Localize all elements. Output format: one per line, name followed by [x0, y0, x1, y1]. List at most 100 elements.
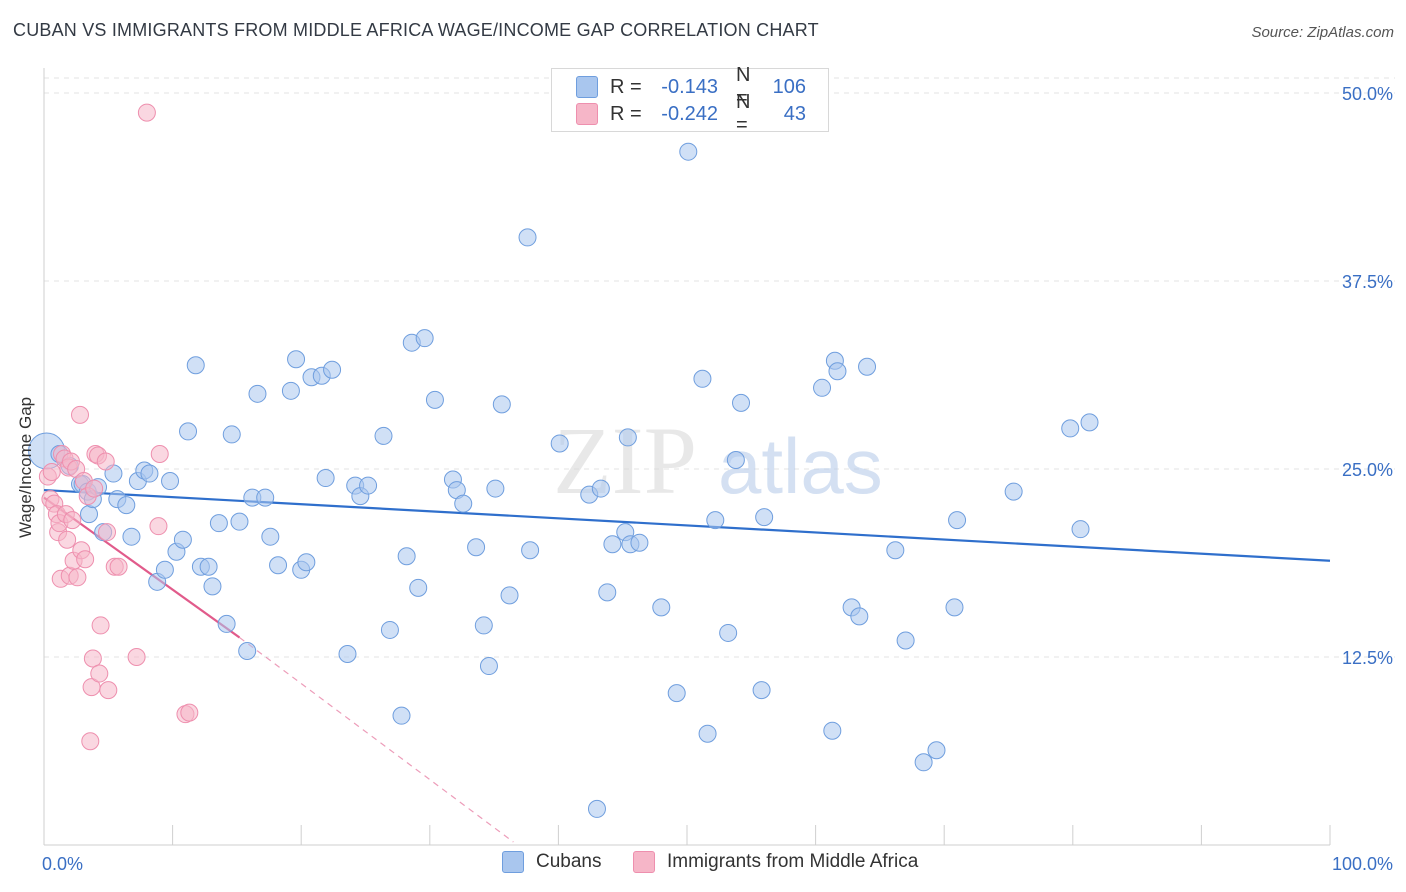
bottom-legend-cubans: Cubans: [502, 851, 602, 873]
point-middle-africa-32: [96, 452, 115, 471]
point-cubans-28: [217, 614, 236, 633]
y-axis-label: Wage/Income Gap: [16, 396, 35, 538]
point-cubans-21: [173, 530, 192, 549]
point-cubans-89: [813, 378, 832, 397]
point-cubans-23: [186, 356, 205, 375]
legend-r-value: -0.242: [661, 102, 718, 125]
point-cubans-85: [726, 450, 745, 469]
point-cubans-78: [652, 598, 671, 617]
legend-box: R = -0.143 N = 106 R = -0.242 N = 43: [551, 64, 829, 136]
legend-row-middle-africa: R = -0.242 N = 43: [576, 91, 806, 136]
point-cubans-51: [392, 706, 411, 725]
legend-row-cubans: R = -0.143 N = 106: [576, 64, 806, 109]
point-cubans-81: [693, 369, 712, 388]
point-middle-africa-42: [180, 703, 199, 722]
point-middle-africa-31: [91, 616, 110, 635]
point-cubans-16: [140, 464, 159, 483]
point-cubans-86: [732, 393, 751, 412]
point-cubans-12: [117, 496, 136, 515]
point-cubans-67: [521, 541, 540, 560]
point-cubans-65: [500, 586, 519, 605]
point-cubans-56: [425, 390, 444, 409]
point-cubans-13: [122, 527, 141, 546]
point-middle-africa-24: [81, 732, 100, 751]
point-middle-africa-30: [90, 664, 109, 683]
point-cubans-50: [380, 620, 399, 639]
point-cubans-90: [823, 721, 842, 740]
point-middle-africa-22: [76, 550, 95, 569]
point-cubans-92: [828, 362, 847, 381]
y-tick-label-0: 12.5%: [1342, 648, 1393, 668]
point-middle-africa-37: [127, 648, 146, 667]
point-cubans-79: [667, 684, 686, 703]
point-cubans-44: [323, 360, 342, 379]
point-cubans-61: [474, 616, 493, 635]
point-cubans-87: [752, 681, 771, 700]
point-cubans-72: [598, 583, 617, 602]
point-cubans-30: [230, 512, 249, 531]
point-cubans-105: [1080, 413, 1099, 432]
x-tick-label-0: 0.0%: [42, 854, 83, 874]
point-cubans-84: [719, 623, 738, 642]
point-cubans-37: [281, 381, 300, 400]
point-cubans-68: [550, 434, 569, 453]
chart-title: CUBAN VS IMMIGRANTS FROM MIDDLE AFRICA W…: [13, 20, 819, 40]
point-cubans-36: [269, 556, 288, 575]
source-label: Source: ZipAtlas.com: [1251, 24, 1394, 41]
point-middle-africa-15: [63, 511, 82, 530]
bottom-legend-label-middle-africa: Immigrants from Middle Africa: [667, 851, 919, 872]
point-cubans-94: [850, 607, 869, 626]
point-cubans-77: [630, 533, 649, 552]
point-middle-africa-33: [98, 523, 117, 542]
point-cubans-62: [479, 657, 498, 676]
point-cubans-103: [1061, 419, 1080, 438]
point-cubans-60: [467, 538, 486, 557]
watermark-zip: ZIP: [553, 407, 697, 514]
point-cubans-45: [338, 645, 357, 664]
point-cubans-49: [374, 426, 393, 445]
x-tick-labels: 0.0% 100.0%: [42, 854, 1393, 874]
point-cubans-59: [454, 494, 473, 513]
point-middle-africa-19: [71, 405, 90, 424]
point-cubans-99: [927, 741, 946, 760]
point-middle-africa-26: [83, 649, 102, 668]
point-cubans-88: [755, 508, 774, 527]
point-cubans-73: [603, 535, 622, 554]
point-cubans-64: [492, 395, 511, 414]
point-cubans-70: [587, 799, 606, 818]
point-cubans-55: [415, 329, 434, 348]
point-middle-africa-27: [85, 479, 104, 498]
legend-n-label: N =: [736, 91, 751, 136]
point-cubans-43: [316, 469, 335, 488]
point-cubans-52: [397, 547, 416, 566]
legend-n-value: 43: [783, 102, 806, 125]
point-cubans-34: [256, 488, 275, 507]
point-cubans-18: [155, 560, 174, 579]
bottom-legend-label-cubans: Cubans: [536, 851, 602, 872]
watermark: ZIP atlas: [553, 407, 883, 514]
point-cubans-96: [886, 541, 905, 560]
point-cubans-82: [698, 724, 717, 743]
point-cubans-40: [297, 553, 316, 572]
point-cubans-25: [199, 557, 218, 576]
legend-swatch-cubans: [576, 76, 598, 98]
point-cubans-66: [518, 228, 537, 247]
y-tick-labels: 12.5% 25.0% 37.5% 50.0%: [1342, 84, 1393, 668]
point-cubans-83: [706, 511, 725, 530]
point-cubans-80: [679, 142, 698, 161]
point-cubans-54: [409, 578, 428, 597]
point-cubans-97: [896, 631, 915, 650]
point-middle-africa-36: [109, 557, 128, 576]
point-cubans-29: [222, 425, 241, 444]
point-cubans-19: [161, 472, 180, 491]
point-cubans-63: [486, 479, 505, 498]
legend-n-label: N =: [736, 64, 751, 109]
point-middle-africa-18: [68, 568, 87, 587]
point-middle-africa-34: [99, 681, 118, 700]
point-cubans-95: [858, 357, 877, 376]
point-cubans-31: [238, 641, 257, 660]
gridlines: [44, 77, 1395, 658]
bottom-legend-swatch-cubans: [502, 851, 524, 873]
point-cubans-98: [914, 753, 933, 772]
point-cubans-26: [203, 577, 222, 596]
